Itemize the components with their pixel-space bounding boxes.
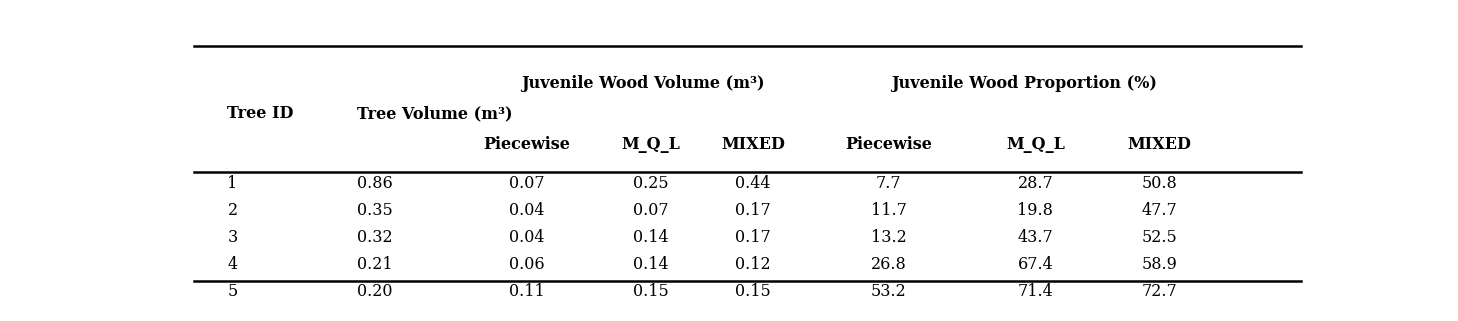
Text: 0.86: 0.86 (357, 175, 394, 192)
Text: 0.44: 0.44 (735, 175, 771, 192)
Text: 72.7: 72.7 (1142, 283, 1178, 300)
Text: Juvenile Wood Volume (m³): Juvenile Wood Volume (m³) (522, 74, 765, 91)
Text: Piecewise: Piecewise (846, 136, 932, 153)
Text: 53.2: 53.2 (870, 283, 907, 300)
Text: 0.07: 0.07 (633, 202, 669, 219)
Text: Tree Volume (m³): Tree Volume (m³) (357, 105, 513, 122)
Text: 0.11: 0.11 (509, 283, 545, 300)
Text: 0.17: 0.17 (735, 202, 771, 219)
Text: 13.2: 13.2 (870, 229, 907, 246)
Text: 3: 3 (227, 229, 238, 246)
Text: M_Q_L: M_Q_L (621, 136, 681, 153)
Text: 43.7: 43.7 (1018, 229, 1053, 246)
Text: Tree ID: Tree ID (227, 105, 295, 122)
Text: 0.21: 0.21 (357, 256, 394, 273)
Text: 5: 5 (227, 283, 238, 300)
Text: 0.17: 0.17 (735, 229, 771, 246)
Text: Piecewise: Piecewise (484, 136, 570, 153)
Text: 52.5: 52.5 (1142, 229, 1178, 246)
Text: 58.9: 58.9 (1142, 256, 1178, 273)
Text: 0.12: 0.12 (735, 256, 771, 273)
Text: 0.25: 0.25 (633, 175, 669, 192)
Text: 28.7: 28.7 (1018, 175, 1053, 192)
Text: MIXED: MIXED (1127, 136, 1191, 153)
Text: 0.20: 0.20 (357, 283, 392, 300)
Text: 11.7: 11.7 (870, 202, 907, 219)
Text: 2: 2 (227, 202, 238, 219)
Text: 71.4: 71.4 (1018, 283, 1053, 300)
Text: 67.4: 67.4 (1018, 256, 1053, 273)
Text: 0.04: 0.04 (509, 202, 545, 219)
Text: M_Q_L: M_Q_L (1006, 136, 1064, 153)
Text: 7.7: 7.7 (876, 175, 901, 192)
Text: 19.8: 19.8 (1018, 202, 1053, 219)
Text: 0.15: 0.15 (633, 283, 669, 300)
Text: 0.07: 0.07 (509, 175, 545, 192)
Text: MIXED: MIXED (720, 136, 784, 153)
Text: 0.35: 0.35 (357, 202, 394, 219)
Text: 26.8: 26.8 (870, 256, 907, 273)
Text: 1: 1 (227, 175, 238, 192)
Text: 0.15: 0.15 (735, 283, 771, 300)
Text: 0.04: 0.04 (509, 229, 545, 246)
Text: 4: 4 (227, 256, 238, 273)
Text: Juvenile Wood Proportion (%): Juvenile Wood Proportion (%) (891, 74, 1158, 91)
Text: 0.06: 0.06 (509, 256, 545, 273)
Text: 0.14: 0.14 (633, 256, 669, 273)
Text: 0.32: 0.32 (357, 229, 394, 246)
Text: 47.7: 47.7 (1142, 202, 1178, 219)
Text: 0.14: 0.14 (633, 229, 669, 246)
Text: 50.8: 50.8 (1142, 175, 1178, 192)
